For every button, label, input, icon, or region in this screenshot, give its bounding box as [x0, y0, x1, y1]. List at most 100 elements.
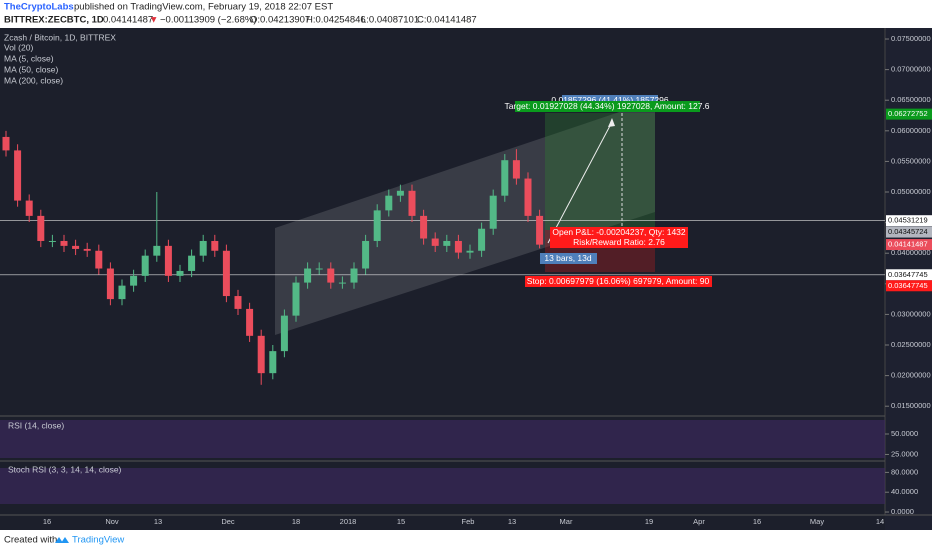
x-tick-label: 13 [508, 517, 516, 526]
y-tick-label: 0.04000000 [891, 248, 931, 257]
range-label: 0.01857296 (41.41%) 1857296 [551, 95, 668, 105]
candle-body [164, 245, 172, 276]
study-label: Vol (20) [4, 42, 33, 52]
candle-body [408, 190, 416, 216]
author[interactable]: TheCryptoLabs [4, 2, 74, 13]
x-tick-label: Nov [105, 517, 119, 526]
candle-body [327, 268, 335, 283]
candle-body [512, 160, 520, 179]
candle-body [2, 136, 10, 151]
candle-body [130, 275, 138, 286]
pnl-bg [550, 227, 688, 248]
pane-tick-label: 0.0000 [891, 507, 914, 516]
candle-body [37, 215, 45, 241]
candle-body [304, 268, 312, 283]
stop-bg [525, 276, 712, 287]
candle-body [48, 240, 56, 242]
candle-body [83, 248, 91, 251]
y-tick-label: 0.02000000 [891, 371, 931, 380]
candle-body [396, 190, 404, 196]
footer-created: Created with [4, 535, 57, 546]
arrow: ▼ [149, 15, 158, 26]
price-tag-label: 0.04141487 [888, 240, 928, 249]
x-tick-label: Feb [462, 517, 475, 526]
target-label-bg [515, 101, 700, 112]
price-tag-label: 0.03647745 [888, 270, 928, 279]
y-tick-label: 0.06000000 [891, 126, 931, 135]
candle-body [153, 245, 161, 256]
ohlc-value: L:0.04087101 [361, 15, 419, 26]
x-tick-label: 16 [753, 517, 761, 526]
candle-body [95, 250, 103, 269]
candle-body [466, 250, 474, 253]
bars-label: 13 bars, 13d [544, 253, 592, 263]
range-label-bg [562, 95, 658, 106]
candle-body [234, 296, 242, 309]
bars-bg [540, 253, 597, 264]
candle-body [222, 250, 230, 297]
candle-body [188, 255, 196, 271]
candle-body [385, 195, 393, 211]
candle-body [431, 238, 439, 246]
price-tag [886, 280, 932, 292]
stoch-title: Stoch RSI (3, 3, 14, 14, close) [8, 464, 122, 474]
studies: Vol (20)MA (5, close)MA (50, close)MA (2… [4, 42, 63, 85]
candle-body [211, 240, 219, 251]
rsi-title: RSI (14, close) [8, 420, 64, 430]
study-label: MA (50, close) [4, 64, 58, 74]
price-tag-label: 0.04345724 [888, 227, 928, 236]
candle-body [373, 210, 381, 241]
channel [275, 100, 655, 335]
candle-body [338, 282, 346, 284]
price-tag [886, 108, 932, 120]
candle-body [118, 285, 126, 300]
y-tick-label: 0.05500000 [891, 156, 931, 165]
footer-bg [0, 530, 932, 550]
candle-body [315, 268, 323, 270]
pane-tick-label: 40.0000 [891, 487, 918, 496]
x-tick-label: 14 [876, 517, 884, 526]
x-tick-label: Dec [221, 517, 235, 526]
pane-tick-label: 50.0000 [891, 429, 918, 438]
price-tag [886, 215, 932, 227]
candle-body [292, 282, 300, 316]
candle-body [489, 195, 497, 229]
candle-body [362, 240, 370, 269]
pane-tick-label: 25.0000 [891, 449, 918, 458]
price-tag [886, 239, 932, 251]
target-zone [545, 113, 655, 230]
symbol: BITTREX:ZECBTC, 1D [4, 15, 104, 26]
x-tick-label: May [810, 517, 824, 526]
candle-body [350, 268, 358, 283]
candle-body [257, 335, 265, 374]
x-tick-label: 13 [154, 517, 162, 526]
price-tag-label: 0.06272752 [888, 109, 928, 118]
stop-label: Stop: 0.00697979 (16.06%) 697979, Amount… [527, 276, 710, 286]
published: published on TradingView.com, February 1… [74, 2, 333, 13]
study-label: MA (5, close) [4, 53, 54, 63]
target-label: Target: 0.01927028 (44.34%) 1927028, Amo… [504, 101, 709, 111]
candle-body [454, 240, 462, 253]
arrow-head [608, 118, 615, 127]
candle-body [478, 228, 486, 251]
y-tick-label: 0.01500000 [891, 401, 931, 410]
ohlc-value: C:0.04141487 [417, 15, 477, 26]
candle-body [14, 150, 22, 201]
candle-body [176, 270, 184, 276]
candle-body [280, 315, 288, 352]
candle-body [106, 268, 114, 300]
x-tick-label: 16 [43, 517, 51, 526]
y-tick-label: 0.05000000 [891, 187, 931, 196]
x-tick-label: Mar [560, 517, 573, 526]
y-tick-label: 0.07000000 [891, 65, 931, 74]
price-tag [886, 226, 932, 238]
y-tick-label: 0.06500000 [891, 95, 931, 104]
x-tick-label: 19 [645, 517, 653, 526]
ohlc: O:0.04213907H:0.04254846L:0.04087101C:0.… [250, 15, 477, 26]
arrow-line [547, 121, 613, 244]
footer-brand[interactable]: TradingView [72, 535, 124, 546]
candle-body [524, 178, 532, 216]
y-tick-label: 0.02500000 [891, 340, 931, 349]
candle-body [199, 240, 207, 256]
